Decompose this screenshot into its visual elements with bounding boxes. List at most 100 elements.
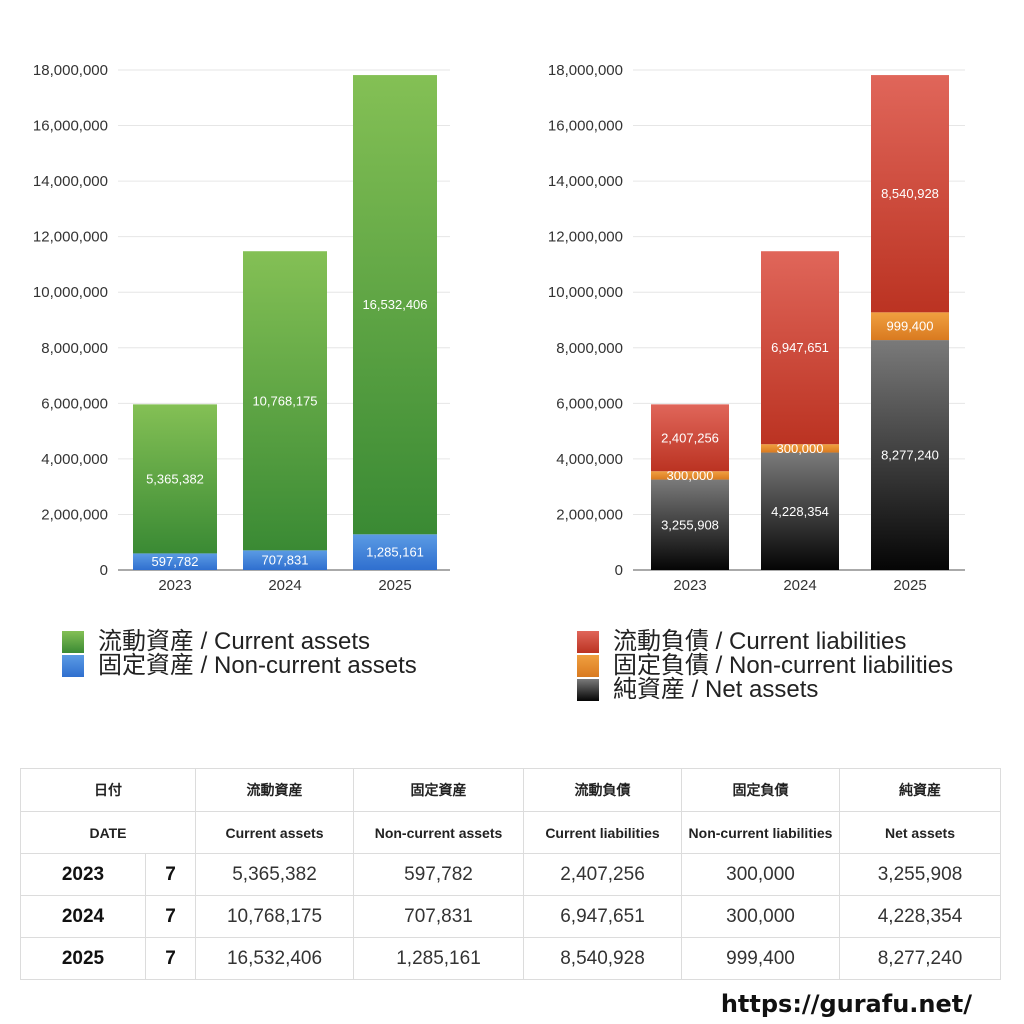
header-current-assets-en: Current assets [195, 811, 354, 854]
bar-data-label: 300,000 [667, 468, 714, 483]
header-date-jp: 日付 [20, 768, 196, 812]
table-row: 2025 7 16,532,406 1,285,161 8,540,928 99… [20, 937, 1001, 980]
header-non-current-liabilities-jp: 固定負債 [681, 768, 840, 812]
cell-current-assets: 16,532,406 [195, 937, 354, 980]
assets-legend: 流動資産 / Current assets 固定資産 / Non-current… [62, 630, 417, 678]
y-tick-label: 16,000,000 [33, 118, 108, 135]
cell-net-assets: 8,277,240 [839, 937, 1001, 980]
bar-data-label: 6,947,651 [771, 340, 829, 355]
legend-swatch-net-assets [577, 679, 599, 701]
cell-net-assets: 3,255,908 [839, 853, 1001, 896]
legend-item-non-current-liabilities: 固定負債 / Non-current liabilities [577, 654, 953, 678]
charts-canvas: 0 2,000,000 4,000,000 6,000,000 8,000,000 10,… [33, 62, 965, 594]
bar-data-label: 5,365,382 [146, 471, 204, 486]
y-tick-label: 14,000,000 [33, 173, 108, 190]
table-header-row-jp: 日付 流動資産 固定資産 流動負債 固定負債 純資産 [20, 768, 1001, 812]
cell-non-current-liabilities: 999,400 [681, 937, 840, 980]
y-tick-label: 18,000,000 [33, 62, 108, 79]
legend-label-net-assets: 純資産 / Net assets [613, 676, 819, 703]
bar-data-label: 3,255,908 [661, 517, 719, 532]
bar-assets-2025-series-0 [353, 534, 437, 570]
x-tick-label: 2023 [673, 577, 706, 594]
cell-current-assets: 10,768,175 [195, 895, 354, 938]
y-tick-label: 6,000,000 [556, 395, 623, 412]
bar-assets-2023-series-1 [133, 404, 217, 554]
y-tick-label: 6,000,000 [41, 395, 108, 412]
legend-label-current-liabilities: 流動負債 / Current liabilities [613, 628, 907, 655]
y-tick-label: 4,000,000 [41, 451, 108, 468]
bar-data-label: 597,782 [152, 554, 199, 569]
bar-assets-2025-series-1 [353, 75, 437, 535]
x-tick-label: 2023 [158, 577, 191, 594]
legend-swatch-current-liabilities [577, 631, 599, 653]
y-tick-label: 18,000,000 [548, 62, 623, 79]
header-non-current-assets-en: Non-current assets [353, 811, 524, 854]
y-tick-label: 0 [615, 562, 623, 579]
table-row: 2024 7 10,768,175 707,831 6,947,651 300,… [20, 895, 1001, 938]
legend-item-net-assets: 純資産 / Net assets [577, 678, 953, 702]
bar-liabilities-2025-series-1 [871, 312, 949, 341]
legend-swatch-non-current-liabilities [577, 655, 599, 677]
bar-data-label: 16,532,406 [362, 297, 427, 312]
header-non-current-assets-jp: 固定資産 [353, 768, 524, 812]
y-tick-label: 4,000,000 [556, 451, 623, 468]
bar-assets-2023-series-0 [133, 553, 217, 570]
y-tick-label: 0 [100, 562, 108, 579]
cell-non-current-assets: 707,831 [353, 895, 524, 938]
row-month: 7 [145, 895, 196, 938]
y-tick-label: 8,000,000 [556, 340, 623, 357]
cell-current-liabilities: 8,540,928 [523, 937, 682, 980]
bar-liabilities-2024-series-2 [761, 251, 839, 445]
header-net-assets-jp: 純資産 [839, 768, 1001, 812]
cell-non-current-liabilities: 300,000 [681, 895, 840, 938]
legend-label-non-current-assets: 固定資産 / Non-current assets [98, 652, 417, 679]
row-month: 7 [145, 853, 196, 896]
y-tick-label: 12,000,000 [548, 229, 623, 246]
cell-current-liabilities: 6,947,651 [523, 895, 682, 938]
y-tick-label: 8,000,000 [41, 340, 108, 357]
cell-net-assets: 4,228,354 [839, 895, 1001, 938]
legend-item-current-liabilities: 流動負債 / Current liabilities [577, 630, 953, 654]
cell-non-current-assets: 1,285,161 [353, 937, 524, 980]
bar-liabilities-2024-series-0 [761, 452, 839, 570]
header-non-current-liabilities-en: Non-current liabilities [681, 811, 840, 854]
bar-liabilities-2024-series-1 [761, 444, 839, 453]
bar-data-label: 999,400 [887, 319, 934, 334]
header-date-en: DATE [20, 811, 196, 854]
bar-liabilities-2025-series-2 [871, 75, 949, 313]
bar-liabilities-2023-series-0 [651, 479, 729, 570]
bar-data-label: 8,277,240 [881, 448, 939, 463]
legend-label-non-current-liabilities: 固定負債 / Non-current liabilities [613, 652, 954, 679]
y-tick-label: 2,000,000 [41, 506, 108, 523]
y-tick-label: 2,000,000 [556, 506, 623, 523]
row-year: 2024 [20, 895, 146, 938]
bar-data-label: 2,407,256 [661, 430, 719, 445]
y-tick-label: 10,000,000 [548, 284, 623, 301]
x-tick-label: 2025 [893, 577, 926, 594]
liabilities-net-assets-chart: 0 2,000,000 4,000,000 6,000,000 8,000,000 10,… [548, 62, 965, 594]
x-tick-label: 2024 [783, 577, 816, 594]
table-header-row-en: DATE Current assets Non-current assets C… [20, 811, 1001, 854]
legend-label-current-assets: 流動資産 / Current assets [98, 628, 371, 655]
source-url[interactable]: https://gurafu.net/ [720, 990, 972, 1018]
cell-current-liabilities: 2,407,256 [523, 853, 682, 896]
header-current-liabilities-en: Current liabilities [523, 811, 682, 854]
x-tick-label: 2024 [268, 577, 301, 594]
assets-chart: 0 2,000,000 4,000,000 6,000,000 8,000,000 10,… [33, 62, 450, 594]
row-year: 2023 [20, 853, 146, 896]
bar-data-label: 10,768,175 [252, 393, 317, 408]
x-tick-label: 2025 [378, 577, 411, 594]
bar-liabilities-2025-series-0 [871, 340, 949, 570]
cell-non-current-assets: 597,782 [353, 853, 524, 896]
bar-data-label: 1,285,161 [366, 545, 424, 560]
bar-data-label: 707,831 [262, 553, 309, 568]
balance-sheet-table: 日付 流動資産 固定資産 流動負債 固定負債 純資産 DATE Current … [20, 768, 1001, 980]
cell-non-current-liabilities: 300,000 [681, 853, 840, 896]
y-tick-label: 12,000,000 [33, 229, 108, 246]
row-year: 2025 [20, 937, 146, 980]
bar-liabilities-2023-series-2 [651, 404, 729, 472]
header-current-assets-jp: 流動資産 [195, 768, 354, 812]
table-row: 2023 7 5,365,382 597,782 2,407,256 300,0… [20, 853, 1001, 896]
legend-item-current-assets: 流動資産 / Current assets [62, 630, 417, 654]
cell-current-assets: 5,365,382 [195, 853, 354, 896]
